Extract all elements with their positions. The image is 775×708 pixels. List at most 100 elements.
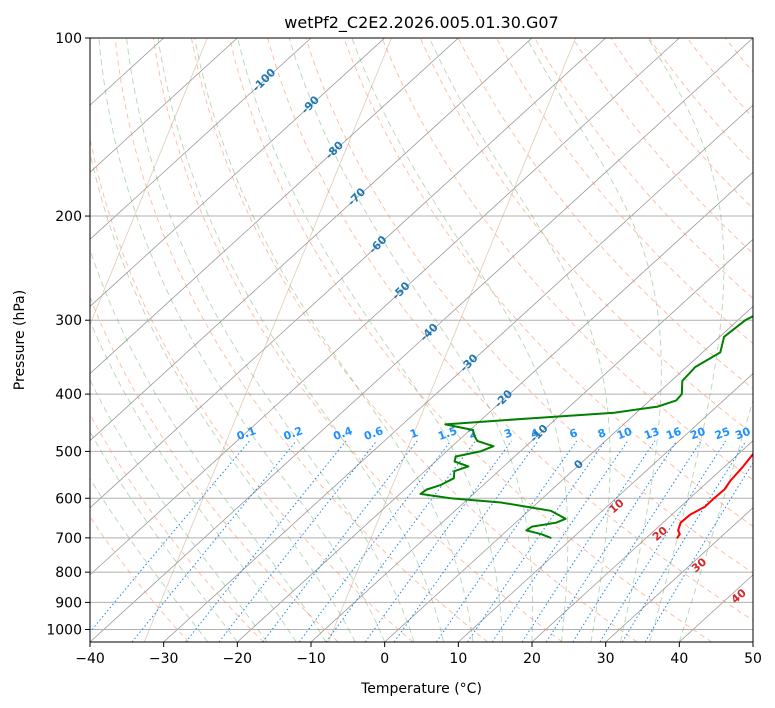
moist-adiabat-line (647, 38, 725, 642)
isotherm-line (605, 507, 753, 642)
x-tick-label: −20 (223, 651, 253, 667)
y-axis-label: Pressure (hPa) (12, 290, 28, 390)
isotherm-line (163, 104, 753, 642)
mixing-ratio-line (599, 440, 727, 642)
mixing-ratio-line (325, 440, 476, 642)
dry-adiabat-line (229, 38, 712, 642)
x-axis-label: Temperature (°C) (360, 681, 482, 697)
y-tick-label: 1000 (46, 622, 82, 638)
reference-curve-line (90, 38, 208, 326)
moist-adiabat-line (90, 319, 297, 642)
x-tick-label: 0 (380, 651, 389, 667)
y-tick-label: 500 (55, 444, 82, 460)
mixing-ratio-label: 0.1 (235, 424, 258, 443)
moist-adiabat-line (90, 150, 356, 642)
mixing-ratio-label: 1 (408, 426, 420, 441)
y-tick-label: 600 (55, 491, 82, 507)
dry-adiabat-line (90, 295, 339, 642)
x-tick-label: 50 (744, 651, 762, 667)
dry-adiabat-line (152, 38, 563, 642)
mixing-ratio-line (467, 440, 606, 642)
isotherm-line (90, 38, 753, 642)
mixing-ratio-line (644, 461, 753, 642)
mixing-ratio-line (131, 440, 297, 642)
mixing-ratio-label: 2 (466, 426, 478, 441)
mixing-ratio-label: 1.5 (436, 424, 459, 443)
x-tick-label: 30 (597, 651, 615, 667)
moist-adiabat-line (90, 379, 268, 642)
moist-adiabat-line (90, 477, 209, 642)
temperature-line (676, 452, 753, 539)
mixing-ratio-line (364, 440, 512, 642)
mixing-ratio-label: 0.2 (282, 424, 305, 443)
dewpoint-line (419, 315, 753, 539)
y-tick-label: 400 (55, 387, 82, 403)
y-tick-label: 100 (55, 31, 82, 47)
mixing-ratio-label: 16 (664, 425, 683, 443)
dry-adiabat-line (90, 136, 414, 642)
dry-adiabat-line (496, 38, 753, 345)
isotherm-line (90, 38, 533, 442)
reference-curve-line (327, 38, 577, 642)
mixing-ratio-label: 25 (713, 425, 732, 442)
mixing-ratio-line (298, 440, 452, 642)
mixing-ratio-label: 0.4 (331, 424, 354, 443)
moist-adiabat-line (98, 38, 386, 642)
dry-adiabat-line (305, 38, 753, 574)
mixing-ratio-label: 20 (688, 425, 707, 443)
mixing-ratio-label: 8 (596, 426, 608, 441)
dry-adiabat-line (457, 38, 753, 390)
mixing-ratio-line (90, 440, 250, 633)
y-tick-label: 900 (55, 595, 82, 611)
mixing-ratio-line (621, 440, 747, 642)
mixing-ratio-line (435, 440, 578, 642)
dry-adiabat-line (90, 516, 190, 642)
moist-adiabat-line (428, 38, 611, 642)
dry-adiabat-line (190, 38, 638, 642)
axes: −40 −30 −20 −10 0 10 20 30 40 50 1000 900 800 700 600 5… (46, 31, 762, 667)
mixing-ratio-line (218, 440, 378, 642)
x-tick-label: 20 (523, 651, 541, 667)
isotherm-line (90, 38, 680, 576)
moist-adiabat-line (237, 38, 503, 642)
mixing-ratio-line (521, 440, 656, 642)
moist-adiabat-line (90, 430, 238, 642)
x-tick-label: 40 (670, 651, 688, 667)
isotherm-line (531, 440, 753, 642)
dry-adiabat-line (90, 413, 264, 642)
moist-adiabat-line (351, 38, 569, 642)
plot-frame (89, 37, 754, 643)
sounding-series (419, 315, 753, 539)
isotherm-line (310, 238, 753, 642)
mixing-ratio-label: 6 (568, 426, 580, 441)
mixing-ratio-label: 0.6 (362, 424, 385, 443)
isotherm-line (90, 38, 606, 509)
moist-adiabat-line (194, 38, 474, 642)
moist-adiabat-line (90, 248, 327, 642)
x-tick-label: −10 (296, 651, 326, 667)
chart-title: wetPf2_C2E2.2026.005.01.30.G07 (284, 13, 558, 33)
mixing-ratio-label: 4 (529, 426, 541, 441)
isotherm-line (90, 38, 459, 375)
dry-adiabat-line (114, 38, 488, 642)
y-tick-label: 200 (55, 209, 82, 225)
mixing-ratio-line (491, 440, 629, 642)
x-tick-label: −30 (149, 651, 179, 667)
y-tick-label: 300 (55, 313, 82, 329)
isotherm-line (90, 38, 312, 240)
background-lines (90, 38, 753, 642)
moist-adiabat-line (126, 38, 415, 642)
mixing-ratio-label: 30 (733, 425, 752, 443)
dry-adiabat-line (343, 38, 753, 527)
isotherm-line (458, 373, 753, 642)
y-tick-label: 700 (55, 531, 82, 547)
mixing-ratio-label: 10 (615, 425, 634, 443)
isotherm-line (90, 38, 238, 173)
mixing-ratio-line (545, 440, 678, 642)
isotherm-line (384, 305, 753, 642)
moist-adiabat-line (526, 38, 662, 642)
x-tick-label: −40 (75, 651, 105, 667)
mixing-ratio-label: 3 (503, 426, 515, 441)
reference-curve-line (143, 38, 392, 642)
